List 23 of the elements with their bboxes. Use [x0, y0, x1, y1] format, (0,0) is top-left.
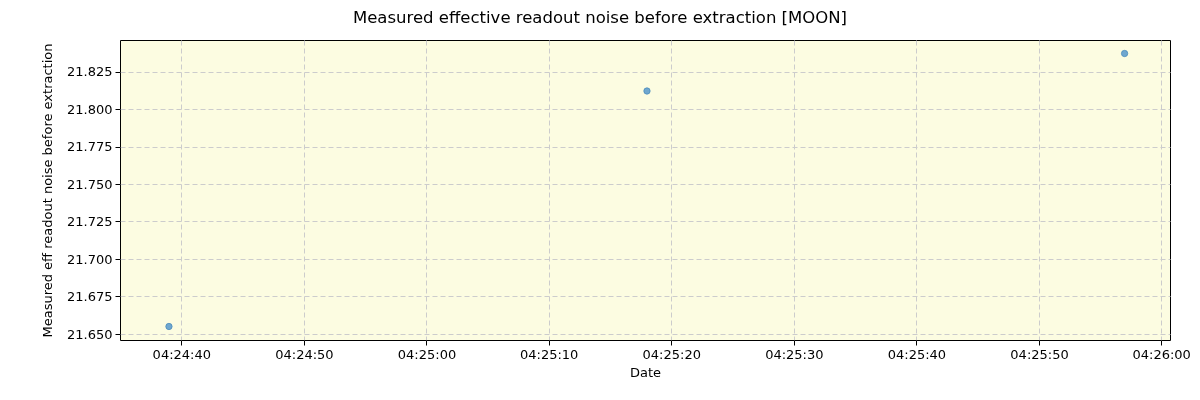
y-tick-label: 21.800 — [67, 101, 113, 117]
y-tick-label: 21.750 — [67, 176, 113, 192]
y-tick-label: 21.825 — [67, 64, 113, 79]
x-tick-label: 04:26:00 — [1132, 346, 1191, 362]
x-tick-label: 04:24:50 — [275, 346, 334, 362]
x-tick-label: 04:24:40 — [152, 346, 211, 362]
y-tick-label: 21.725 — [67, 214, 113, 229]
point — [643, 87, 651, 95]
y-axis-title: Measured eff readout noise before extraction — [40, 43, 56, 338]
point — [165, 322, 173, 331]
x-tick-label: 04:25:40 — [887, 346, 947, 362]
x-tick-label: 04:25:50 — [1010, 346, 1069, 362]
y-tick-label: 21.650 — [67, 326, 113, 342]
x-tick-label: 04:25:30 — [765, 346, 824, 362]
y-tick-label: 21.675 — [67, 289, 113, 304]
x-tick-label: 04:25:00 — [397, 346, 457, 362]
y-tick-label: 21.700 — [67, 251, 113, 267]
point — [1121, 49, 1129, 58]
x-tick-label: 04:25:10 — [519, 346, 579, 362]
y-tick-label: 21.775 — [67, 139, 113, 154]
x-tick-label: 04:25:20 — [642, 346, 701, 362]
x-axis-title: Date — [629, 364, 662, 380]
chart-title: Measured effective readout noise before extraction [MOON] — [352, 7, 848, 27]
